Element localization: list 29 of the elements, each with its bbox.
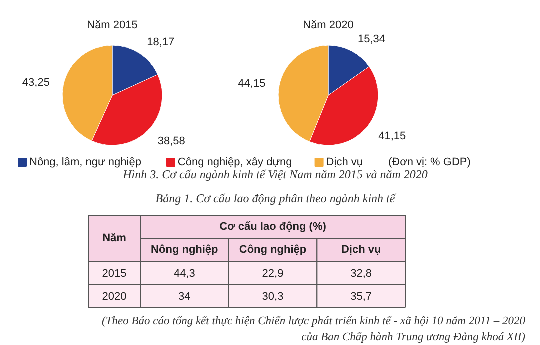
text: (Đơn vị: % GDP) (388, 156, 471, 168)
data-label: 44,15 (238, 78, 266, 90)
chart-title: Năm 2020 (303, 20, 354, 32)
chart-title: Bảng 1. Cơ cấu lao động phân theo ngành kinh tế (156, 192, 397, 206)
data-label: 18,17 (147, 36, 175, 49)
y-tick-label: 2015 (102, 268, 127, 280)
legend-label: Công nghiệp, xây dựng (178, 156, 292, 168)
data-label: 44,3 (174, 268, 196, 280)
legend-label: Dịch vụ (326, 156, 363, 168)
text: của Ban Chấp hành Trung ương Đảng khoá XII) (302, 332, 526, 344)
y-axis-title: Năm (102, 232, 127, 244)
data-label: 15,34 (358, 34, 386, 46)
data-label: 32,8 (350, 268, 372, 280)
data-label: 34 (178, 291, 191, 303)
data-label: 30,3 (262, 291, 284, 303)
text: (Theo Báo cáo tổng kết thực hiện Chiến lược phát triển kinh tế - xã hội 10 năm 2011 – 2020 (102, 316, 526, 328)
x-tick-label: Nông nghiệp (151, 244, 219, 256)
data-label: 43,25 (22, 77, 50, 90)
x-tick-label: Dịch vụ (341, 244, 382, 256)
data-label: 41,15 (378, 130, 406, 142)
y-tick-label: 2020 (102, 291, 127, 303)
legend-label: Nông, lâm, ngư nghiệp (30, 156, 142, 168)
x-axis-title: Cơ cấu lao động (%) (220, 221, 327, 233)
data-label: 35,7 (350, 291, 372, 303)
text: Hình 3. Cơ cấu ngành kinh tế Việt Nam năm 2015 và năm 2020 (122, 168, 428, 182)
chart-title: Năm 2015 (87, 20, 138, 32)
x-tick-label: Công nghiệp (239, 244, 307, 256)
data-label: 22,9 (262, 268, 284, 280)
data-label: 38,58 (158, 136, 186, 148)
